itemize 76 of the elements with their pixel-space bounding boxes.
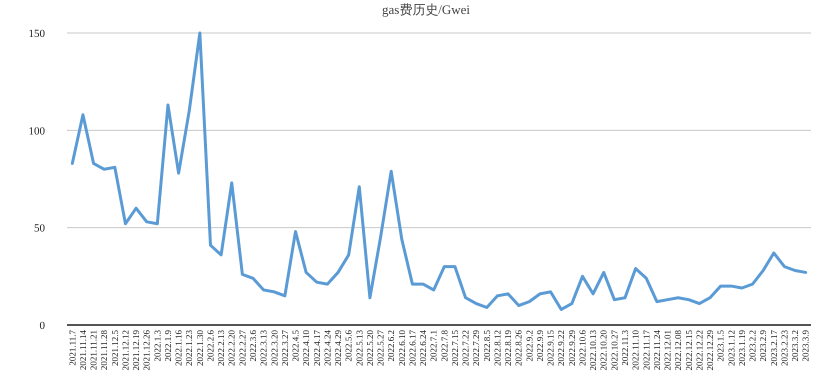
- x-tick-label: 2022.5.27: [376, 330, 386, 366]
- x-tick-label: 2022.9.15: [546, 330, 556, 366]
- x-tick-label: 2022.6.2: [386, 330, 396, 362]
- x-tick-label: 2022.8.26: [514, 330, 524, 366]
- x-tick-label: 2022.11.10: [630, 330, 641, 370]
- x-tick-label: 2022.10.6: [577, 330, 588, 366]
- x-tick-label: 2023.3.9: [800, 330, 811, 362]
- x-tick-label: 2021.12.12: [120, 330, 130, 370]
- x-tick-label: 2022.12.29: [705, 330, 716, 370]
- x-tick-label: 2022.9.9: [534, 330, 545, 362]
- x-tick-label: 2022.2.6: [205, 330, 216, 362]
- y-tick-label: 0: [40, 320, 46, 332]
- x-tick-label: 2022.2.20: [226, 330, 237, 366]
- x-tick-label: 2022.4.5: [290, 330, 301, 362]
- x-tick-label: 2022.8.19: [503, 330, 514, 366]
- x-tick-label: 2021.11.21: [88, 330, 99, 370]
- x-tick-label: 2023.2.2: [748, 330, 758, 362]
- x-tick-label: 2022.10.27: [609, 330, 620, 370]
- x-tick-label: 2022.3.13: [258, 330, 269, 366]
- x-tick-label: 2023.2.17: [768, 330, 779, 366]
- x-tick-label: 2021.11.14: [78, 330, 88, 370]
- x-tick-label: 2022.12.01: [662, 330, 673, 370]
- x-tick-label: 2022.8.5: [482, 330, 492, 362]
- x-tick-label: 2022.3.27: [280, 330, 290, 366]
- line-series: [70, 32, 808, 311]
- x-tick-label: 2023.3.2: [790, 330, 800, 362]
- x-tick-label: 2022.7.8: [439, 330, 450, 362]
- x-tick-label: 2022.10.13: [588, 330, 598, 370]
- x-tick-label: 2022.7.29: [471, 330, 482, 366]
- x-tick-label: 2022.4.29: [333, 330, 344, 366]
- x-tick-label: 2022.5.6: [344, 330, 354, 362]
- x-tick-label: 2023.2.9: [758, 330, 768, 362]
- y-tick-label: 150: [28, 28, 46, 40]
- x-tick-label: 2022.5.13: [354, 330, 364, 366]
- x-tick-label: 2022.12.22: [694, 330, 704, 370]
- x-tick-label: 2021.12.5: [110, 330, 120, 366]
- x-tick-label: 2022.12.08: [673, 330, 684, 370]
- x-tick-label: 2022.4.17: [312, 330, 322, 366]
- x-tick-label: 2022.5.20: [364, 330, 375, 366]
- x-tick-label: 2022.6.10: [396, 330, 407, 366]
- x-tick-label: 2022.7.15: [450, 330, 460, 366]
- x-tick-label: 2022.7.1: [428, 330, 439, 362]
- x-tick-label: 2022.6.17: [407, 330, 418, 366]
- x-tick-label: 2021.12.26: [142, 330, 152, 370]
- x-tick-label: 2022.2.13: [216, 330, 226, 366]
- x-tick-label: 2021.11.28: [99, 330, 110, 370]
- x-tick-label: 2022.1.16: [174, 330, 184, 366]
- x-tick-label: 2022.11.24: [652, 330, 662, 370]
- x-tick-label: 2023.2.23: [779, 330, 790, 366]
- x-tick-label: 2022.9.2: [524, 330, 534, 362]
- y-tick-label: 100: [28, 125, 46, 138]
- x-tick-label: 2022.8.12: [492, 330, 502, 366]
- x-tick-label: 2021.11.7: [67, 330, 78, 366]
- x-tick-label: 2022.1.3: [152, 330, 162, 362]
- x-tick-label: 2023.1.5: [716, 330, 726, 362]
- x-tick-label: 2022.10.20: [598, 330, 609, 370]
- x-tick-label: 2023.1.19: [736, 330, 747, 366]
- y-tick-label: 50: [34, 222, 46, 235]
- x-tick-label: 2022.9.29: [566, 330, 577, 366]
- x-tick-label: 2022.4.24: [322, 330, 332, 366]
- x-tick-label: 2022.3.20: [269, 330, 280, 366]
- x-tick-label: 2022.4.10: [301, 330, 312, 366]
- x-tick-label: 2022.1.30: [194, 330, 205, 366]
- x-tick-label: 2022.1.9: [162, 330, 173, 362]
- x-tick-label: 2022.3.6: [248, 330, 258, 362]
- x-tick-label: 2022.12.15: [684, 330, 694, 370]
- x-tick-label: 2022.11.3: [620, 330, 630, 366]
- chart-title: gas费历史/Gwei: [382, 2, 470, 17]
- x-tick-label: 2022.7.22: [460, 330, 471, 366]
- x-tick-label: 2022.9.22: [556, 330, 566, 366]
- x-tick-label: 2022.6.24: [418, 330, 428, 366]
- x-tick-label: 2023.1.12: [726, 330, 736, 366]
- x-tick-label: 2022.2.27: [237, 330, 248, 366]
- x-tick-label: 2021.12.19: [131, 330, 142, 370]
- x-tick-label: 2022.11.17: [641, 330, 652, 370]
- x-tick-label: 2022.1.23: [184, 330, 194, 366]
